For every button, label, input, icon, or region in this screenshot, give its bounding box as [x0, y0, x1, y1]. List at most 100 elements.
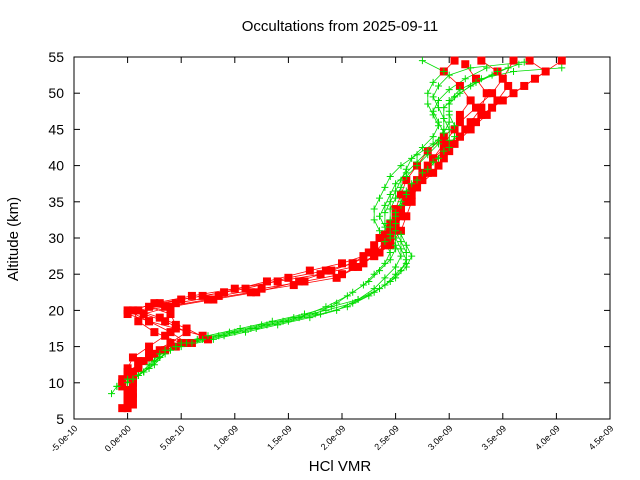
series-0-point — [289, 281, 298, 290]
series-1-point — [440, 115, 448, 123]
series-1-point — [451, 122, 459, 130]
series-1-point — [290, 314, 298, 322]
series-1-point — [300, 310, 308, 318]
series-0-point — [150, 328, 159, 337]
series-1-point — [386, 248, 394, 256]
series-1-point — [343, 303, 351, 311]
series-1-point — [434, 96, 442, 104]
series-0-point — [477, 103, 486, 112]
series-1-point — [108, 390, 116, 398]
series-1-profile-5-line — [143, 63, 520, 373]
series-1-point — [440, 67, 448, 75]
series-1-point — [472, 78, 480, 86]
series-0-point — [380, 241, 389, 250]
series-0-point — [504, 81, 513, 90]
series-0-point — [171, 299, 180, 308]
series-1-point — [317, 310, 325, 318]
series-1-point — [386, 256, 394, 264]
series-1-point — [461, 75, 469, 83]
series-1-point — [402, 241, 410, 249]
series-1-point — [392, 241, 400, 249]
y-tick-label: 50 — [48, 85, 64, 101]
series-0-point — [434, 161, 443, 170]
series-1-point — [392, 209, 400, 217]
series-1-point — [434, 118, 442, 126]
series-0-point — [455, 118, 464, 127]
series-0-point — [364, 248, 373, 257]
x-tick-label: 4.5e-09 — [587, 423, 616, 452]
series-0-point — [439, 132, 448, 141]
series-1-point — [258, 321, 266, 329]
series-0-point — [187, 291, 196, 300]
series-1-point — [376, 267, 384, 275]
series-0-point — [413, 183, 422, 192]
series-1-point — [381, 274, 389, 282]
series-1-point — [402, 187, 410, 195]
series-0-point — [359, 252, 368, 261]
series-0-point — [204, 295, 212, 304]
series-1-point — [376, 227, 384, 235]
series-1-point — [359, 281, 367, 289]
series-0-point — [359, 259, 368, 268]
series-1-point — [386, 277, 394, 285]
series-0-point — [134, 317, 143, 326]
series-0-point — [396, 190, 405, 199]
series-0-point — [166, 338, 175, 347]
y-tick-label: 10 — [48, 375, 64, 391]
series-0-point — [204, 335, 212, 344]
series-1-point — [252, 325, 260, 332]
series-1-point — [434, 140, 442, 148]
series-0-point — [396, 212, 405, 221]
series-1-point — [386, 223, 394, 231]
series-1-point — [204, 332, 212, 340]
series-0-point — [155, 346, 164, 355]
series-1-point — [397, 198, 405, 206]
series-1-point — [392, 274, 400, 282]
y-tick-label: 40 — [48, 158, 64, 174]
x-tick-label: 4.0e-09 — [533, 423, 562, 452]
series-1-point — [156, 353, 164, 361]
series-1-point — [445, 125, 453, 133]
series-1-point — [504, 64, 512, 72]
series-1-point — [242, 328, 250, 336]
series-1-point — [354, 296, 362, 304]
series-0-point — [123, 371, 132, 380]
series-1-point — [113, 382, 121, 390]
series-0-point — [128, 306, 137, 315]
series-1-point — [445, 111, 453, 119]
series-0-point — [498, 96, 507, 105]
series-1-point — [445, 100, 453, 108]
series-0-point — [262, 277, 271, 286]
series-0-point — [407, 190, 416, 199]
series-1-point — [456, 89, 464, 97]
series-1-point — [386, 230, 394, 238]
series-1-point — [418, 169, 426, 177]
series-1-point — [467, 64, 475, 72]
series-1-point — [381, 201, 389, 209]
series-1-point — [408, 180, 416, 188]
series-1-point — [424, 100, 432, 108]
series-1-point — [386, 198, 394, 206]
series-0-point — [472, 74, 480, 83]
y-tick-label: 5 — [56, 411, 64, 427]
series-1-point — [434, 154, 442, 162]
series-0-point — [370, 252, 379, 261]
series-0-point — [525, 56, 534, 65]
series-1-point — [140, 368, 148, 376]
series-1-point — [322, 306, 330, 314]
series-0-point — [145, 342, 154, 351]
series-0-point — [477, 56, 486, 65]
series-0-point — [493, 96, 502, 105]
series-0-point — [429, 168, 438, 177]
series-1-point — [134, 372, 142, 380]
series-0-point — [466, 125, 475, 134]
series-0-point — [370, 241, 379, 250]
series-1-point — [220, 332, 228, 340]
y-tick-label: 15 — [48, 339, 64, 355]
series-0-point — [246, 288, 255, 297]
series-1-point — [429, 158, 437, 166]
series-1-point — [370, 270, 378, 278]
series-1-point — [150, 361, 158, 369]
series-0-point — [541, 67, 550, 76]
series-0-point — [316, 270, 325, 279]
